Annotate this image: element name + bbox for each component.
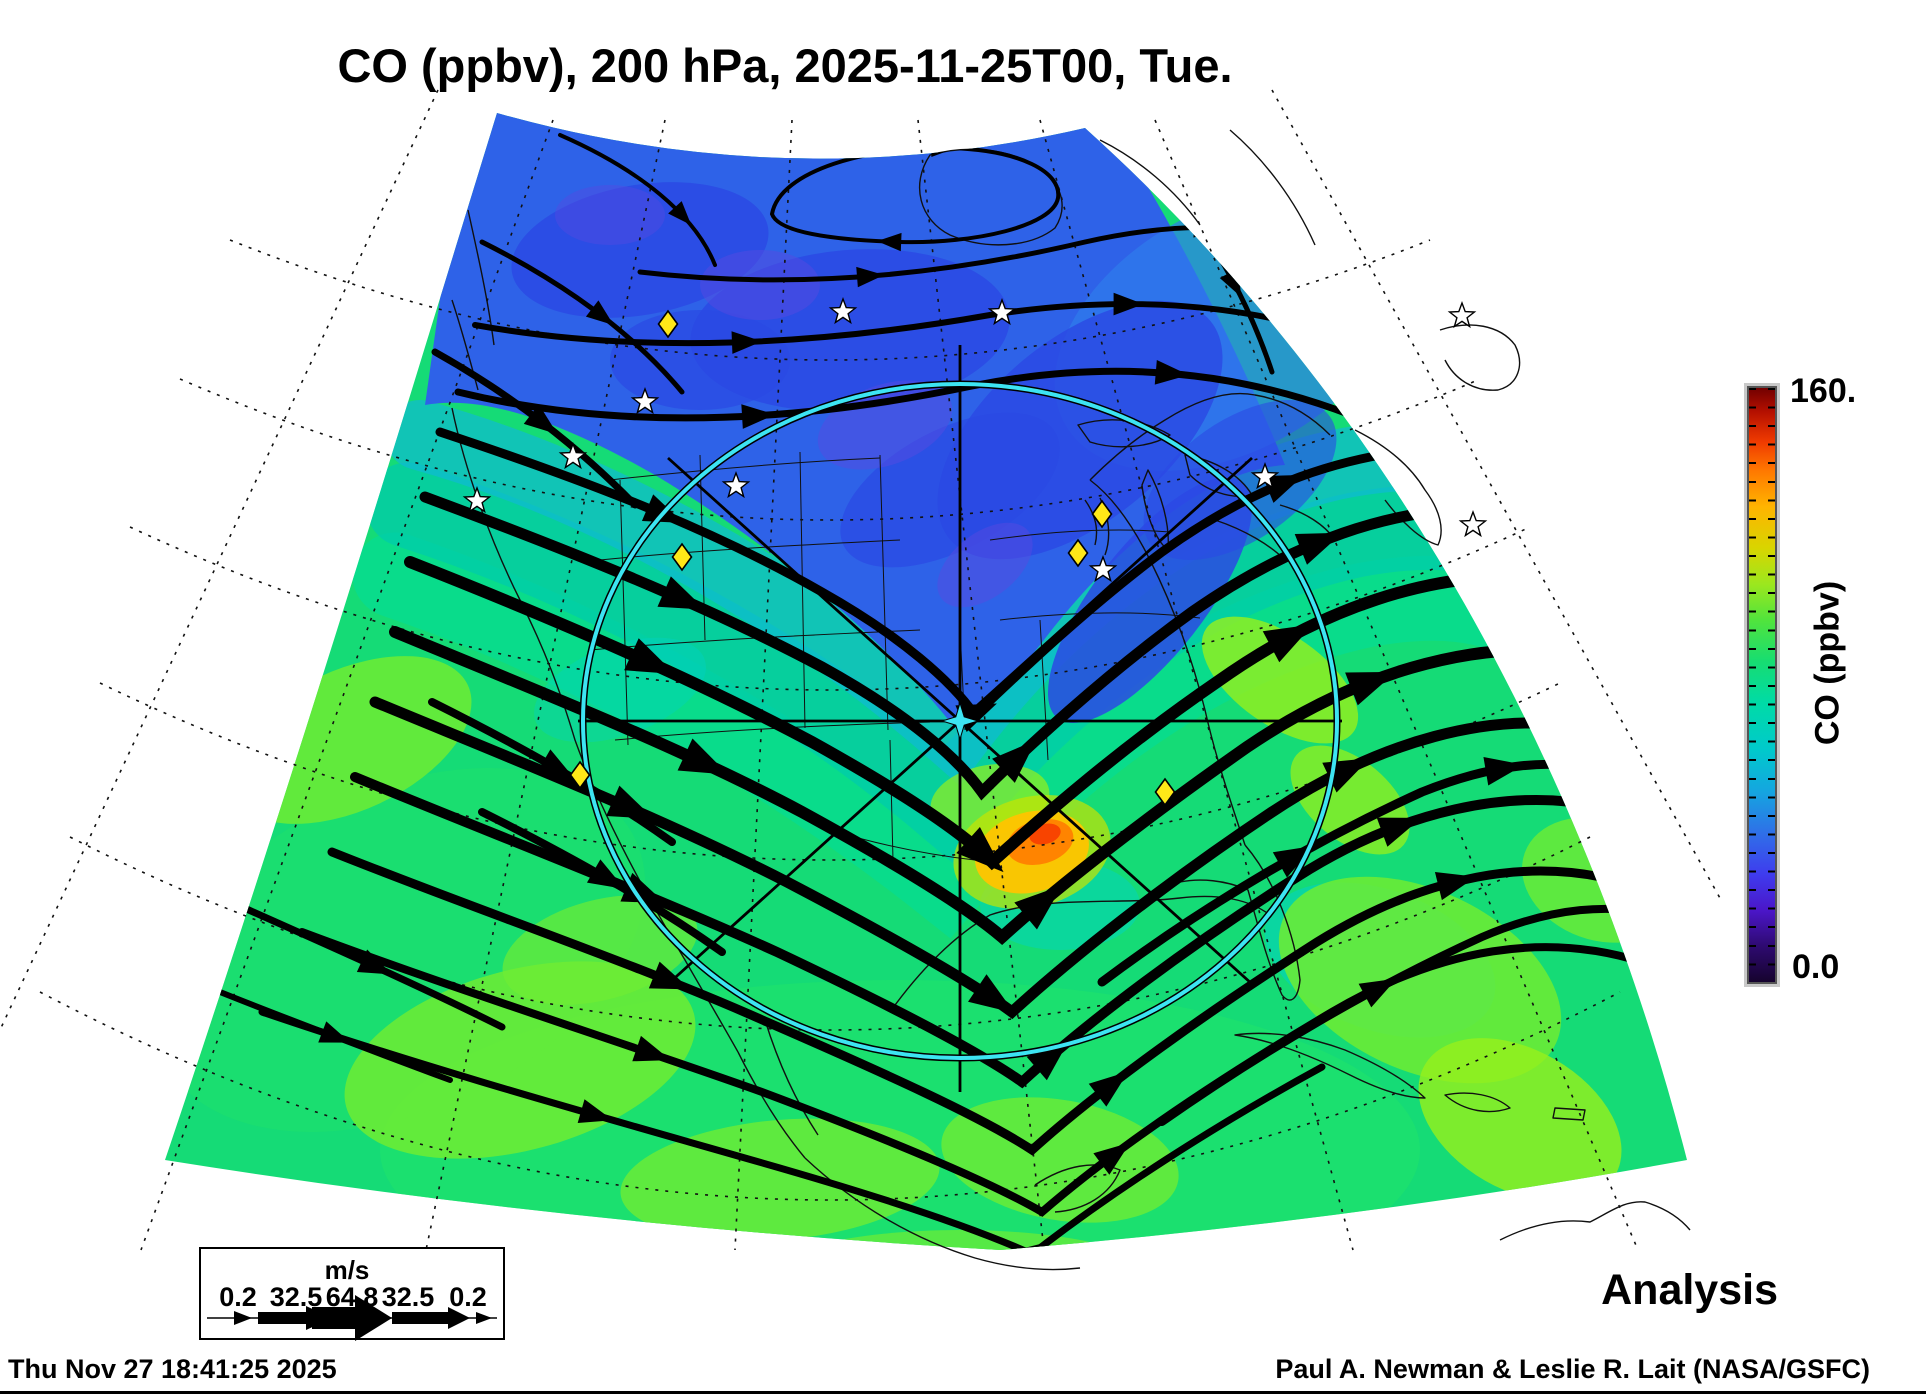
diamond-marker-icon <box>657 309 679 339</box>
streamline-arrowhead-icon <box>1193 217 1221 238</box>
star-marker-icon <box>1250 461 1280 490</box>
star-marker-icon <box>721 470 751 499</box>
streamline-arrowhead-icon <box>536 749 575 779</box>
streamline-arrowhead-icon <box>1294 532 1343 565</box>
colorbar <box>1747 386 1777 984</box>
streamline-arrowhead-icon <box>585 300 614 326</box>
streamline-arrowhead-icon <box>1113 292 1144 316</box>
streamline-arrowhead-icon <box>1088 1071 1129 1107</box>
streamline-arrowhead-icon <box>1434 872 1477 901</box>
streamline-arrowhead-icon <box>648 961 691 990</box>
streamline-arrowhead-icon <box>523 404 558 435</box>
streamline-arrowhead-icon <box>624 638 675 675</box>
streamline-arrowhead-icon <box>356 949 393 975</box>
wind-legend-value-0: 0.2 <box>219 1282 257 1312</box>
wind-legend-value-4: 0.2 <box>449 1282 487 1312</box>
star-marker-icon <box>1088 554 1118 583</box>
streamline-arrowhead-icon <box>1026 1041 1069 1081</box>
wind-speed-legend: m/s 0.2 32.5 64.8 32.5 0.2 <box>199 1247 505 1341</box>
streamline-arrowhead-icon <box>1483 757 1525 786</box>
star-marker-icon <box>462 485 492 514</box>
analysis-label: Analysis <box>1601 1266 1778 1314</box>
timestamp-label: Thu Nov 27 18:41:25 2025 <box>8 1354 337 1384</box>
colorbar-min-label: 0.0 <box>1792 948 1840 986</box>
streamline-arrowhead-icon <box>1154 359 1189 385</box>
streamline-arrowhead-icon <box>668 201 692 226</box>
streamline-arrowhead-icon <box>968 974 1015 1014</box>
graticule-layer <box>0 89 1722 1251</box>
wind-legend-arrow-glyph <box>207 1295 497 1341</box>
star-marker-icon <box>1447 300 1477 329</box>
streamline-arrowhead-icon <box>741 404 776 429</box>
streamline-arrowhead-icon <box>632 1035 671 1062</box>
range-ring <box>578 345 1342 1092</box>
streamline-arrowhead-icon <box>318 1021 351 1043</box>
streamline-arrowhead-icon <box>677 738 729 775</box>
star-marker-icon <box>1458 509 1488 538</box>
streamline-arrowhead-icon <box>577 1099 613 1123</box>
star-marker-icon <box>828 296 858 325</box>
diamond-marker-icon <box>1091 499 1113 529</box>
streamline-arrowhead-icon <box>586 859 625 889</box>
plot-title: CO (ppbv), 200 hPa, 2025-11-25T00, Tue. <box>337 39 1233 92</box>
colorbar-max-label: 160. <box>1790 372 1857 410</box>
star-marker-icon <box>558 441 588 470</box>
streamline-arrowhead-icon <box>1406 391 1427 421</box>
streamline-arrowhead-icon <box>1376 817 1422 847</box>
star-marker-icon <box>987 297 1017 326</box>
streamline-arrowhead-icon <box>856 266 885 288</box>
coastline-layer <box>451 129 1691 1271</box>
colorbar-axis-label: CO (ppbv) <box>1808 580 1847 746</box>
streamline-arrowhead-icon <box>1014 885 1063 930</box>
colorbar-ticks-right <box>1768 388 1775 982</box>
streamline-arrowhead-icon <box>1093 1142 1131 1175</box>
wind-legend-units-label: m/s <box>325 1255 370 1285</box>
credit-label: Paul A. Newman & Leslie R. Lait (NASA/GS… <box>1275 1354 1870 1384</box>
streamline-arrowhead-icon <box>956 827 1004 873</box>
streamline-arrowhead-icon <box>731 331 763 354</box>
diamond-marker-icon <box>671 542 693 572</box>
streamline-arrowhead-icon <box>877 232 902 252</box>
streamline-arrowhead-icon <box>1262 624 1314 663</box>
streamline-arrowhead-icon <box>992 740 1037 783</box>
diamond-marker-icon <box>1067 538 1089 568</box>
ring-center-star-icon <box>940 701 980 741</box>
station-markers <box>462 296 1488 807</box>
bottom-border-line <box>0 1391 1926 1394</box>
diamond-marker-icon <box>569 760 591 790</box>
streamline-arrowhead-icon <box>1345 671 1396 706</box>
star-marker-icon <box>630 386 660 415</box>
streamline-arrowhead-icon <box>657 576 706 610</box>
range-ring-circle <box>581 382 1339 1060</box>
diamond-marker-icon <box>1154 777 1176 807</box>
colorbar-ticks-left <box>1749 388 1756 982</box>
streamline-arrowhead-icon <box>1262 474 1305 503</box>
wind-legend-value-3: 32.5 <box>382 1282 435 1312</box>
streamline-arrowhead-icon <box>1358 978 1397 1008</box>
